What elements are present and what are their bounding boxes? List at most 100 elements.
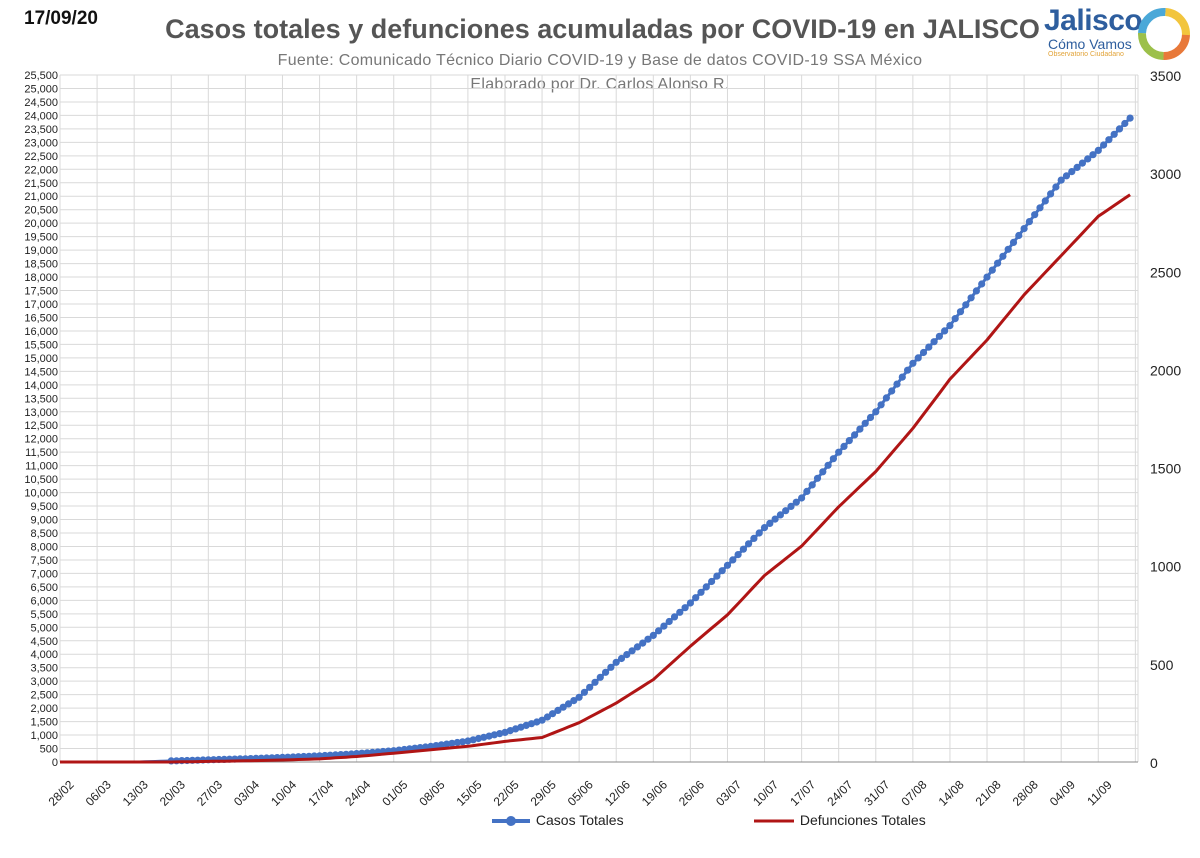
x-tick-label: 31/07 [861,777,892,808]
data-point-casos [623,651,631,659]
right-tick-label: 1000 [1150,559,1181,575]
data-point-casos [1073,163,1081,171]
data-point-casos [808,481,816,489]
data-point-casos [443,740,451,748]
data-point-casos [559,703,567,711]
right-tick-label: 2000 [1150,362,1181,378]
data-point-casos [951,315,959,323]
data-point-casos [607,663,615,671]
logo-tagline: Observatorio Ciudadano [1048,51,1124,58]
data-point-casos [1084,155,1092,163]
data-point-casos [919,348,928,357]
data-point-casos [845,437,853,445]
data-point-casos [1115,125,1124,133]
data-point-casos [639,639,647,647]
data-point-casos [1004,245,1012,253]
data-point-casos [543,713,552,721]
left-tick-label: 25,000 [24,83,58,95]
left-tick-label: 2,000 [30,703,58,715]
left-tick-label: 22,000 [24,164,58,176]
chart-title: Casos totales y defunciones acumuladas p… [165,14,1040,44]
data-point-casos [670,613,679,621]
x-tick-label: 08/05 [416,777,447,808]
jalisco-como-vamos-logo: Jalisco Cómo Vamos Observatorio Ciudadan… [1034,4,1200,64]
left-tick-label: 12,000 [24,434,58,446]
data-point-casos [787,502,795,510]
left-tick-label: 20,000 [24,218,58,230]
data-point-casos [1100,141,1108,149]
left-tick-label: 1,500 [30,717,58,729]
left-tick-label: 4,500 [30,636,58,648]
data-point-casos [1025,218,1033,226]
data-point-casos [723,561,732,569]
data-point-casos [962,301,970,309]
x-tick-label: 15/05 [453,777,484,808]
data-point-casos [617,654,626,663]
x-tick-label: 13/03 [120,777,151,808]
data-point-casos [660,622,668,630]
data-point-casos [745,540,753,548]
data-point-casos [813,474,822,482]
data-point-casos [1094,146,1102,154]
data-point-casos [596,673,604,681]
left-tick-label: 22,500 [24,151,58,163]
legend-item-defunciones: Defunciones Totales [752,812,926,828]
data-point-casos [1078,159,1086,167]
x-tick-label: 28/02 [46,777,77,808]
data-point-casos [935,332,944,340]
data-point-casos [904,366,912,374]
data-point-casos [554,706,562,715]
right-tick-label: 1500 [1150,461,1181,477]
data-point-casos [633,643,642,651]
data-point-casos [549,710,557,718]
data-point-casos [697,588,705,596]
data-point-casos [861,419,869,427]
data-point-casos [909,359,917,367]
data-point-casos [734,551,742,559]
data-point-casos [591,678,599,686]
left-tick-label: 5,000 [30,622,58,634]
left-tick-label: 21,500 [24,178,58,190]
left-tick-label: 18,500 [24,259,58,271]
data-point-casos [1020,225,1028,233]
data-point-casos [564,700,573,708]
data-point-casos [771,515,779,523]
legend-label-casos: Casos Totales [535,812,624,828]
series [60,114,1134,765]
x-tick-label: 12/06 [602,777,633,808]
data-point-casos [1052,183,1060,191]
x-tick-label: 11/09 [1084,778,1115,809]
data-point-casos [1121,119,1129,128]
data-point-casos [1126,114,1134,122]
left-tick-label: 20,500 [24,205,58,217]
data-point-casos [580,688,589,696]
x-tick-label: 20/03 [157,777,188,808]
left-tick-label: 23,000 [24,137,58,149]
data-point-casos [702,583,710,591]
left-tick-label: 8,500 [30,528,58,540]
data-point-casos [930,338,938,346]
left-tick-label: 16,500 [24,312,58,324]
data-point-casos [983,273,991,281]
data-point-casos [538,716,546,724]
left-tick-label: 10,000 [24,488,58,500]
left-tick-label: 8,000 [30,541,58,553]
x-tick-label: 17/04 [305,777,336,808]
data-point-casos [898,373,906,381]
left-tick-label: 3,000 [30,676,58,688]
data-point-casos [570,697,578,705]
data-point-casos [776,511,785,519]
data-point-casos [437,741,445,749]
data-point-casos [729,556,737,564]
x-tick-label: 01/05 [379,777,410,808]
x-tick-label: 03/04 [231,777,262,808]
right-tick-label: 0 [1150,755,1158,771]
right-tick-label: 3500 [1150,68,1181,84]
data-point-casos [893,380,901,388]
data-point-casos [999,252,1007,260]
x-tick-label: 14/08 [936,777,967,808]
data-point-casos [956,308,965,316]
left-tick-label: 11,000 [25,461,58,473]
